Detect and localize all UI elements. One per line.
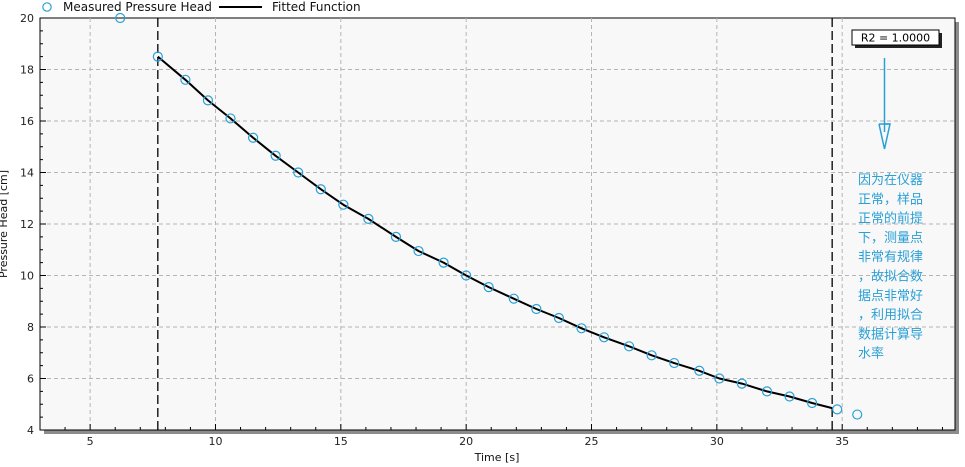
annotation-line: 下，测量点 [858, 231, 923, 246]
legend-measured-label: Measured Pressure Head [63, 0, 212, 14]
measured-point [646, 350, 657, 361]
measured-point [714, 373, 725, 384]
y-tick-label: 18 [20, 64, 34, 77]
annotation-line: 因为在仪器 [858, 173, 923, 188]
measured-point [180, 74, 191, 85]
measured-point [531, 303, 542, 315]
measured-point [784, 391, 795, 402]
measured-point [225, 113, 236, 124]
x-tick-label: 20 [459, 435, 473, 448]
measured-point [315, 184, 326, 195]
measured-point [832, 404, 843, 415]
annotation-line: 数据计算导 [858, 327, 923, 342]
annotation-line: 正常的前提 [858, 211, 923, 227]
measured-point [483, 281, 494, 293]
annotation-line: 非常有规律 [858, 250, 923, 265]
measured-point [202, 95, 214, 106]
annotation-line: ，利用拟合 [858, 308, 923, 323]
measured-points [115, 12, 863, 420]
measured-point [390, 231, 402, 242]
axis-ticks [39, 17, 943, 431]
y-tick-label: 14 [20, 167, 34, 180]
annotation-line: 正常，样品 [858, 192, 923, 207]
measured-point [761, 386, 773, 397]
y-tick-label: 6 [27, 373, 34, 386]
measured-point [508, 293, 519, 304]
measured-point [413, 245, 424, 257]
measured-point [624, 341, 635, 352]
measured-point [553, 312, 565, 324]
annotation-arrow [878, 58, 891, 150]
x-axis-title: Time [s] [474, 451, 520, 463]
measured-point [438, 257, 449, 268]
measured-point [807, 397, 818, 409]
r2-box: R2 = 1.0000 [851, 29, 942, 48]
r2-label: R2 = 1.0000 [861, 32, 930, 45]
measured-point [338, 199, 349, 210]
measured-point [694, 365, 705, 376]
y-tick-label: 20 [20, 12, 34, 25]
legend-fitted-label: Fitted Function [272, 0, 361, 14]
fit-range-markers [157, 18, 833, 430]
legend: Measured Pressure Head Fitted Function [42, 0, 361, 14]
x-tick-label: 35 [835, 435, 849, 448]
measured-point [598, 332, 610, 343]
grid-lines [40, 18, 955, 430]
x-tick-label: 25 [585, 435, 599, 448]
annotation-line: ，故拟合数 [858, 270, 923, 285]
measured-point [270, 150, 281, 161]
annotation-line: 据点非常好 [858, 289, 923, 304]
y-tick-label: 4 [27, 424, 34, 437]
y-tick-label: 12 [20, 218, 34, 231]
measured-point [576, 323, 587, 334]
legend-measured-marker [42, 2, 52, 12]
annotation-line: 水率 [858, 346, 884, 362]
x-tick-label: 10 [208, 435, 222, 448]
measured-point [293, 167, 304, 178]
x-tick-label: 5 [87, 435, 94, 448]
y-tick-label: 16 [20, 115, 34, 128]
measured-point [152, 51, 163, 62]
measured-point [363, 213, 374, 224]
axis-tick-labels: 5 10 15 20 25 30 35 4 6 8 10 12 14 16 18 20 [20, 12, 849, 448]
measured-point [736, 378, 748, 389]
measured-point [247, 132, 259, 143]
x-tick-label: 30 [710, 435, 724, 448]
measured-point [669, 357, 680, 369]
measured-point [115, 12, 126, 24]
y-tick-label: 10 [20, 270, 34, 283]
measured-point [852, 409, 863, 420]
x-tick-label: 15 [334, 435, 348, 448]
y-tick-label: 8 [27, 321, 34, 334]
y-axis-title: Pressure Head [cm] [0, 170, 10, 278]
measured-point [461, 270, 472, 281]
